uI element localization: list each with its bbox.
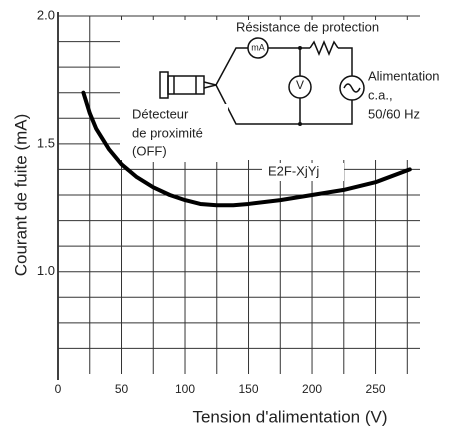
x-axis-label: Tension d'alimentation (V) bbox=[192, 407, 387, 426]
ammeter-label: mA bbox=[251, 42, 265, 52]
x-tick-label: 50 bbox=[115, 382, 129, 396]
y-tick-label: 2.0 bbox=[37, 7, 55, 22]
circuit-wires bbox=[159, 37, 365, 125]
series-label: E2F-XjYj bbox=[268, 163, 319, 178]
data-line bbox=[81, 90, 412, 208]
x-tick-label: 150 bbox=[239, 382, 259, 396]
y-tick-label: 1.0 bbox=[37, 263, 55, 278]
x-tick-label: 100 bbox=[175, 382, 195, 396]
resistor-label: Résistance de protection bbox=[236, 19, 379, 34]
x-tick-label: 0 bbox=[55, 382, 62, 396]
supply-label: 50/60 Hz bbox=[368, 106, 420, 121]
voltmeter-label: V bbox=[296, 78, 304, 92]
x-tick-label: 250 bbox=[366, 382, 386, 396]
sensor-label: Détecteur bbox=[132, 106, 189, 121]
sensor-label-bg bbox=[128, 104, 228, 162]
supply-label: c.a., bbox=[368, 87, 393, 102]
supply-label: Alimentation bbox=[368, 68, 440, 83]
sensor-label: de proximité bbox=[132, 125, 203, 140]
y-axis-label: Courant de fuite (mA) bbox=[11, 114, 30, 277]
sensor-body bbox=[167, 75, 205, 95]
y-tick-label: 1.5 bbox=[37, 135, 55, 150]
sensor-label: (OFF) bbox=[132, 143, 167, 158]
series-label-bg bbox=[262, 163, 344, 181]
x-tick-label: 200 bbox=[302, 382, 322, 396]
circuit-inset: mA V Résistance de protection Alimentati… bbox=[120, 19, 440, 162]
